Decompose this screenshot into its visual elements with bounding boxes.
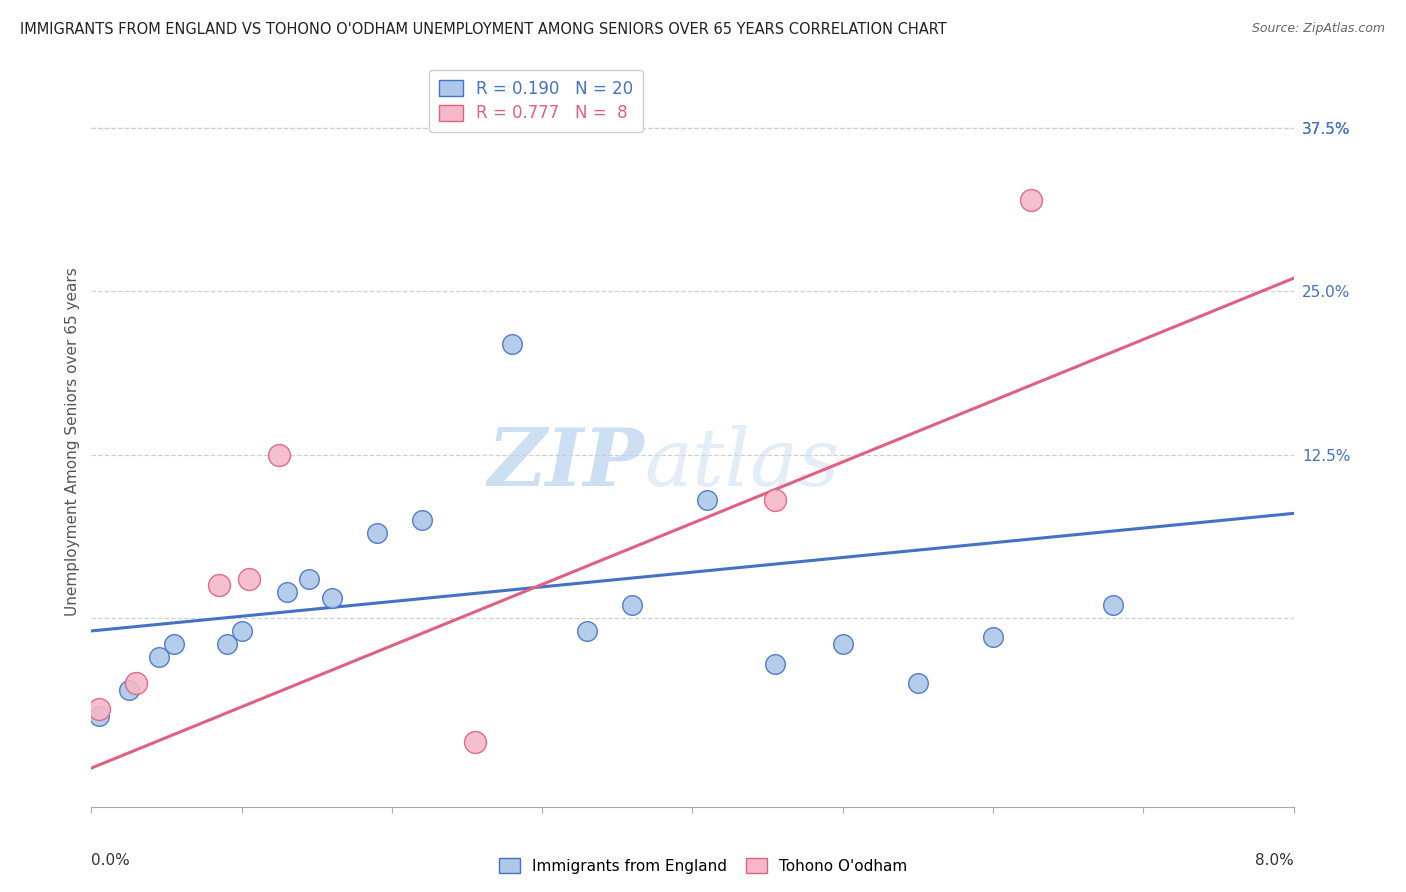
Point	[1019, 193, 1042, 207]
Point	[1102, 598, 1125, 612]
Point	[464, 735, 486, 749]
Text: atlas: atlas	[644, 425, 839, 502]
Legend: Immigrants from England, Tohono O'odham: Immigrants from England, Tohono O'odham	[492, 852, 914, 880]
Point	[125, 676, 148, 690]
Point	[269, 448, 291, 462]
Point	[907, 676, 929, 690]
Y-axis label: Unemployment Among Seniors over 65 years: Unemployment Among Seniors over 65 years	[65, 268, 80, 615]
Point	[208, 578, 231, 592]
Text: IMMIGRANTS FROM ENGLAND VS TOHONO O'ODHAM UNEMPLOYMENT AMONG SENIORS OVER 65 YEA: IMMIGRANTS FROM ENGLAND VS TOHONO O'ODHA…	[20, 22, 946, 37]
Point	[148, 650, 170, 665]
Point	[215, 637, 238, 651]
Point	[366, 526, 388, 541]
Text: ZIP: ZIP	[488, 425, 644, 502]
Text: 0.0%: 0.0%	[91, 853, 131, 868]
Point	[276, 584, 298, 599]
Point	[163, 637, 186, 651]
Point	[231, 624, 253, 638]
Point	[981, 631, 1004, 645]
Point	[118, 682, 141, 697]
Legend: R = 0.190   N = 20, R = 0.777   N =  8: R = 0.190 N = 20, R = 0.777 N = 8	[429, 70, 643, 132]
Point	[621, 598, 644, 612]
Point	[501, 336, 523, 351]
Point	[87, 708, 110, 723]
Point	[321, 591, 343, 606]
Point	[763, 657, 786, 671]
Text: 8.0%: 8.0%	[1254, 853, 1294, 868]
Point	[576, 624, 599, 638]
Point	[831, 637, 853, 651]
Point	[411, 513, 433, 527]
Point	[763, 493, 786, 508]
Point	[696, 493, 718, 508]
Point	[238, 572, 260, 586]
Text: Source: ZipAtlas.com: Source: ZipAtlas.com	[1251, 22, 1385, 36]
Point	[298, 572, 321, 586]
Point	[87, 702, 110, 716]
